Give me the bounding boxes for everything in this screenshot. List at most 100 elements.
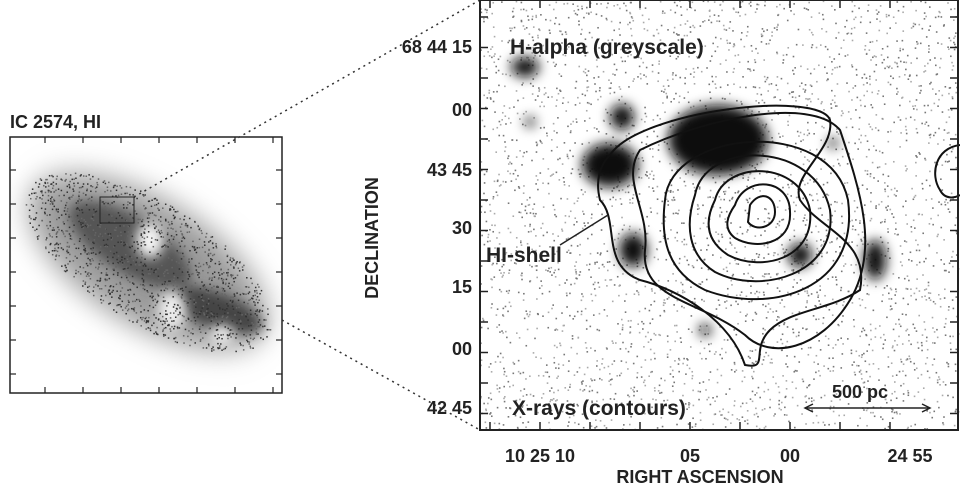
speckle — [763, 359, 765, 361]
speckle — [727, 419, 729, 421]
speckle — [760, 94, 762, 96]
speckle — [522, 422, 524, 424]
speckle — [124, 193, 126, 195]
speckle — [69, 254, 71, 256]
speckle — [39, 183, 41, 185]
speckle — [742, 233, 744, 235]
speckle — [81, 226, 83, 228]
speckle — [753, 371, 755, 373]
speckle — [739, 294, 741, 296]
speckle — [941, 189, 943, 191]
speckle — [222, 283, 224, 285]
speckle — [874, 415, 876, 417]
speckle — [52, 250, 54, 252]
speckle — [771, 83, 773, 85]
speckle — [797, 131, 799, 133]
speckle — [708, 244, 710, 246]
speckle — [708, 19, 710, 21]
speckle — [80, 273, 82, 275]
speckle — [632, 202, 634, 204]
speckle — [222, 309, 224, 311]
speckle — [42, 202, 44, 204]
speckle — [601, 379, 603, 381]
speckle — [254, 302, 256, 304]
speckle — [768, 273, 770, 275]
speckle — [107, 186, 109, 188]
speckle — [608, 366, 610, 368]
speckle — [694, 187, 696, 189]
speckle — [646, 83, 648, 85]
speckle — [500, 184, 502, 186]
speckle — [844, 26, 846, 28]
speckle — [564, 142, 566, 144]
speckle — [540, 227, 542, 229]
speckle — [193, 303, 195, 305]
speckle — [51, 196, 53, 198]
speckle — [933, 301, 935, 303]
speckle — [121, 259, 123, 261]
speckle — [565, 110, 567, 112]
speckle — [74, 185, 76, 187]
speckle — [76, 257, 78, 259]
speckle — [83, 175, 85, 177]
speckle — [847, 54, 849, 56]
speckle — [692, 265, 694, 267]
speckle — [91, 218, 93, 220]
speckle — [576, 81, 578, 83]
speckle — [899, 413, 901, 415]
speckle — [506, 290, 508, 292]
speckle — [267, 329, 269, 331]
speckle — [698, 391, 700, 393]
speckle — [910, 343, 912, 345]
speckle — [575, 104, 577, 106]
speckle — [681, 14, 683, 16]
speckle — [116, 186, 118, 188]
speckle — [235, 264, 237, 266]
speckle — [732, 30, 734, 32]
speckle — [144, 194, 146, 196]
speckle — [816, 355, 818, 357]
speckle — [249, 341, 251, 343]
speckle — [487, 236, 489, 238]
speckle — [188, 318, 190, 320]
speckle — [207, 316, 209, 318]
speckle — [530, 83, 532, 85]
speckle — [217, 316, 219, 318]
speckle — [848, 91, 850, 93]
speckle — [905, 118, 907, 120]
speckle — [935, 93, 937, 95]
speckle — [940, 298, 942, 300]
speckle — [262, 310, 264, 312]
speckle — [891, 411, 893, 413]
speckle — [117, 272, 119, 274]
speckle — [897, 66, 899, 68]
speckle — [737, 303, 739, 305]
speckle — [668, 190, 670, 192]
speckle — [950, 55, 952, 57]
speckle — [719, 304, 721, 306]
speckle — [525, 426, 527, 428]
speckle — [861, 77, 863, 79]
speckle — [267, 308, 269, 310]
speckle — [225, 245, 227, 247]
speckle — [937, 215, 939, 217]
speckle — [266, 336, 268, 338]
speckle — [658, 63, 660, 65]
speckle — [208, 300, 210, 302]
speckle — [588, 13, 590, 15]
speckle — [744, 420, 746, 422]
speckle — [667, 79, 669, 81]
speckle — [622, 324, 624, 326]
speckle — [908, 334, 910, 336]
speckle — [795, 97, 797, 99]
speckle — [607, 250, 609, 252]
speckle — [779, 290, 781, 292]
speckle — [716, 396, 718, 398]
speckle — [820, 139, 822, 141]
speckle — [734, 400, 736, 402]
speckle — [734, 362, 736, 364]
speckle — [795, 100, 797, 102]
speckle — [202, 247, 204, 249]
speckle — [725, 426, 727, 428]
speckle — [251, 316, 253, 318]
